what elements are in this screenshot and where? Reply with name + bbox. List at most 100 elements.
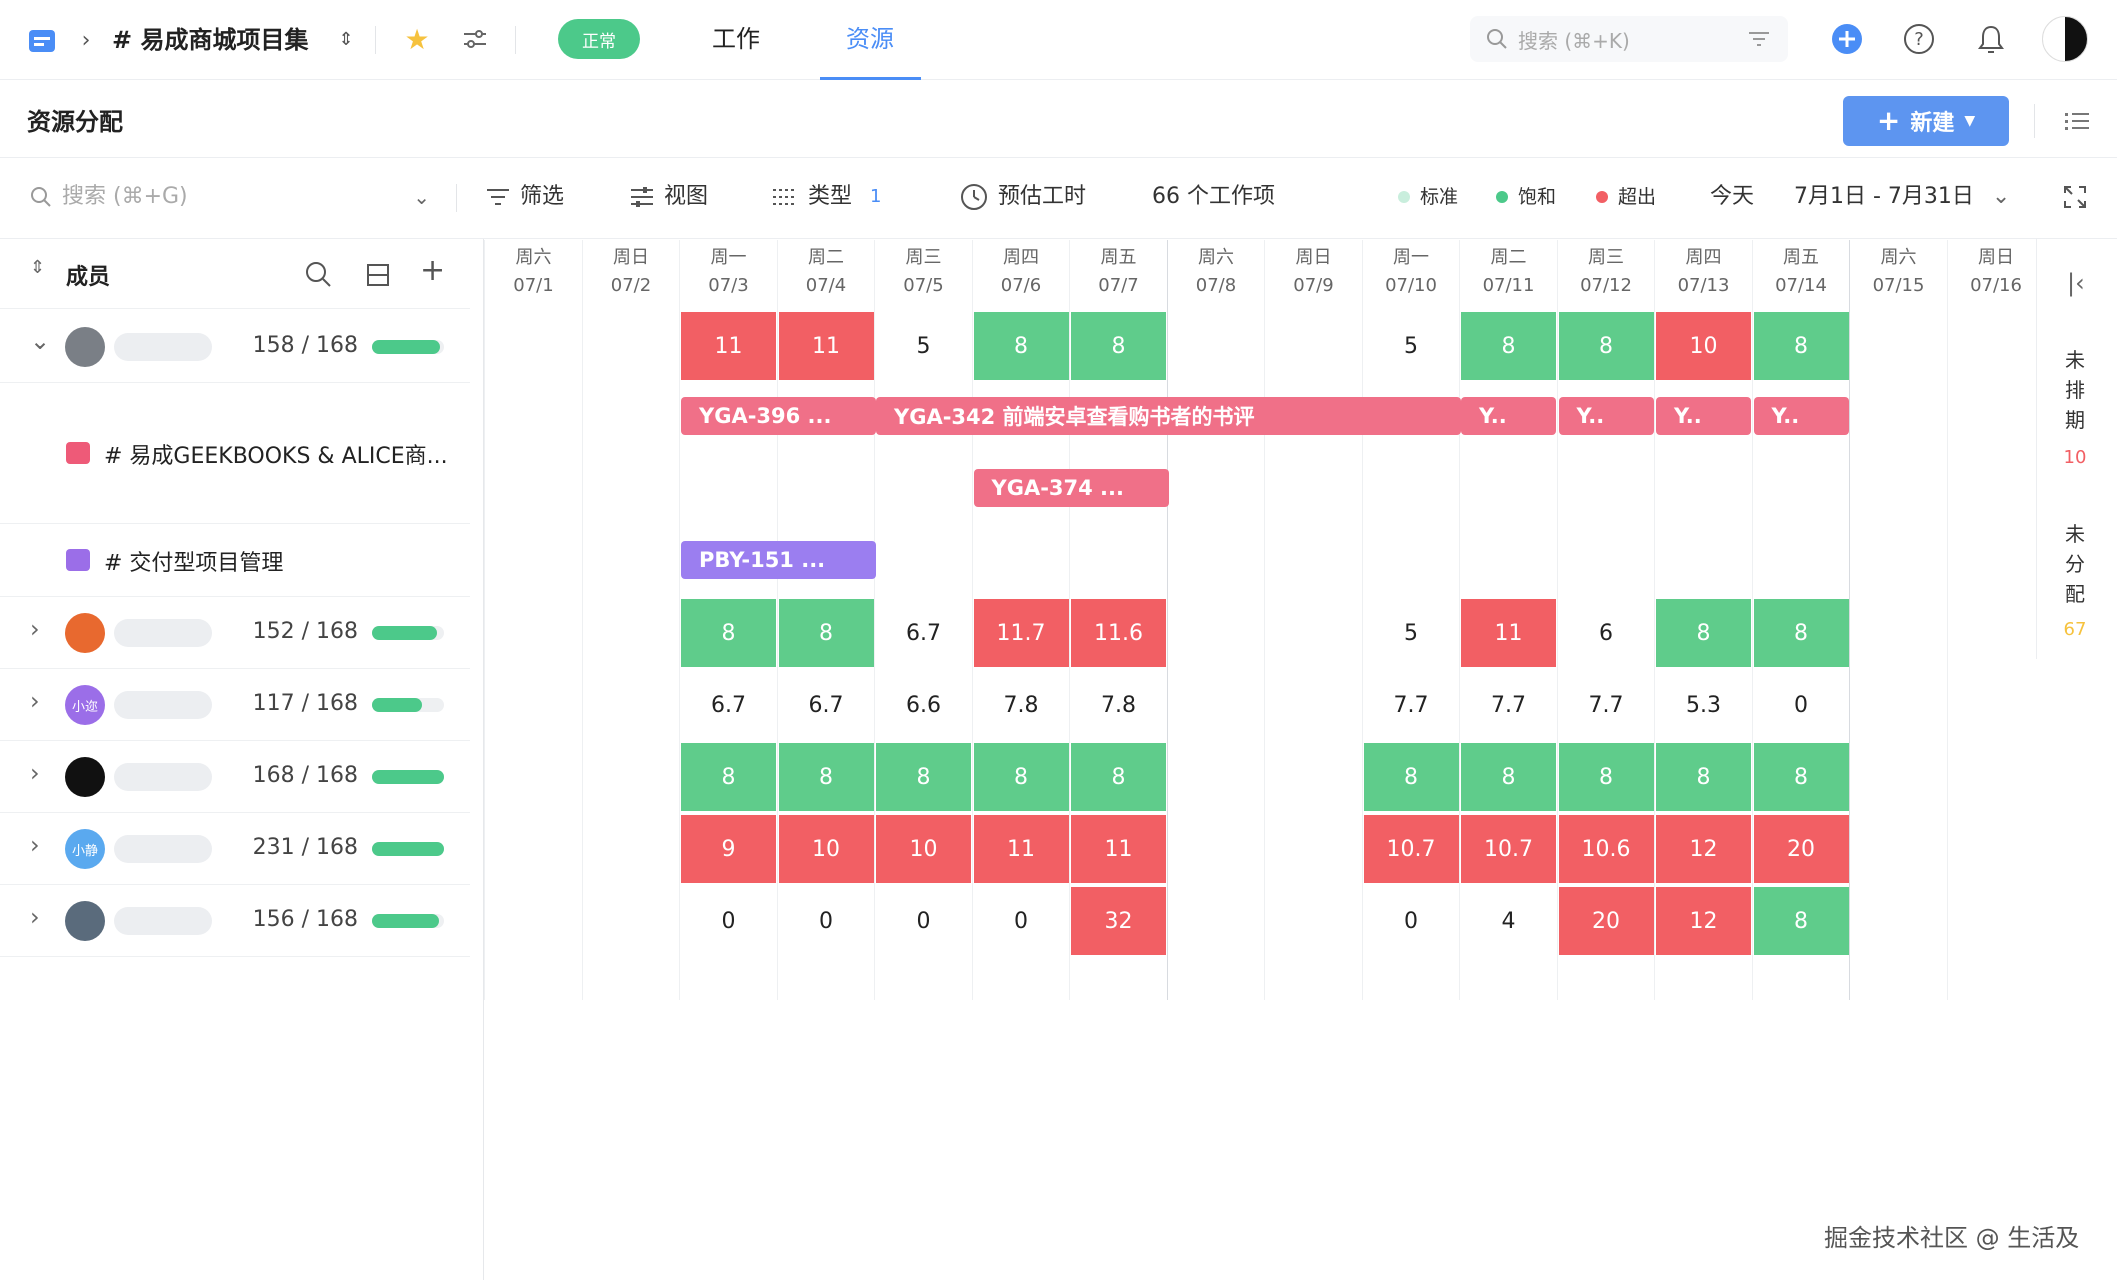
workload-cell[interactable]: 8 bbox=[1656, 599, 1751, 667]
workload-cell[interactable]: 8 bbox=[1753, 743, 1849, 811]
new-button[interactable]: + 新建 ▼ bbox=[1843, 96, 2009, 146]
workload-cell[interactable]: 5 bbox=[1404, 620, 1418, 646]
status-badge[interactable]: 正常 bbox=[558, 19, 640, 59]
workload-cell[interactable]: 7.7 bbox=[1491, 692, 1526, 718]
workload-cell[interactable]: 0 bbox=[916, 908, 931, 934]
filter-icon[interactable] bbox=[1748, 30, 1770, 48]
project-icon[interactable] bbox=[26, 24, 58, 56]
chevron-down-icon[interactable]: ⌄ bbox=[30, 327, 51, 355]
task-bar[interactable]: Y.. bbox=[1656, 397, 1751, 435]
project-row[interactable]: # 易成GEEKBOOKS & ALICE商... bbox=[0, 383, 470, 524]
task-bar[interactable]: Y.. bbox=[1558, 397, 1654, 435]
workload-cell[interactable]: 8 bbox=[1071, 312, 1166, 380]
workload-cell[interactable]: 8 bbox=[1558, 312, 1654, 380]
workload-cell[interactable]: 8 bbox=[681, 599, 776, 667]
workload-cell[interactable]: 9 bbox=[681, 815, 776, 883]
workload-cell[interactable]: 8 bbox=[1363, 743, 1459, 811]
workload-cell[interactable]: 10 bbox=[1656, 312, 1751, 380]
estimate-button[interactable]: 预估工时 bbox=[960, 180, 1086, 214]
list-view-icon[interactable] bbox=[2060, 104, 2094, 138]
collapse-panel-icon[interactable]: |‹ bbox=[2067, 269, 2085, 297]
task-bar[interactable]: Y.. bbox=[1753, 397, 1849, 435]
chevron-right-icon[interactable]: › bbox=[30, 615, 40, 643]
workload-cell[interactable]: 10.7 bbox=[1461, 815, 1556, 883]
sort-icon[interactable]: ⇕ bbox=[30, 257, 46, 278]
member-row[interactable]: › 156 / 168 bbox=[0, 885, 470, 957]
workload-cell[interactable]: 8 bbox=[973, 743, 1069, 811]
workload-cell[interactable]: 10 bbox=[778, 815, 874, 883]
workload-cell[interactable]: 8 bbox=[1461, 312, 1556, 380]
workload-cell[interactable]: 7.8 bbox=[1003, 692, 1039, 718]
chevron-right-icon[interactable]: › bbox=[30, 759, 40, 787]
workload-cell[interactable]: 0 bbox=[1404, 908, 1418, 934]
workload-cell[interactable]: 7.7 bbox=[1588, 692, 1624, 718]
settings-icon[interactable] bbox=[458, 22, 492, 56]
workload-cell[interactable]: 0 bbox=[819, 908, 833, 934]
project-row[interactable]: # 交付型项目管理 bbox=[0, 524, 470, 597]
workload-cell[interactable]: 8 bbox=[876, 743, 971, 811]
workload-cell[interactable]: 11 bbox=[1461, 599, 1556, 667]
type-button[interactable]: 类型 1 bbox=[772, 180, 881, 214]
workload-cell[interactable]: 8 bbox=[1753, 312, 1849, 380]
help-icon[interactable]: ? bbox=[1902, 22, 1936, 56]
workload-cell[interactable]: 20 bbox=[1753, 815, 1849, 883]
today-button[interactable]: 今天 bbox=[1710, 184, 1755, 209]
workload-cell[interactable]: 10 bbox=[876, 815, 971, 883]
unscheduled-label[interactable]: 未排期 bbox=[2065, 348, 2085, 432]
tab-work[interactable]: 工作 bbox=[712, 25, 760, 53]
fullscreen-icon[interactable] bbox=[2060, 182, 2090, 212]
workload-cell[interactable]: 6 bbox=[1599, 620, 1613, 646]
workload-cell[interactable]: 20 bbox=[1558, 887, 1654, 955]
filter-button[interactable]: 筛选 bbox=[486, 180, 564, 214]
workload-cell[interactable]: 8 bbox=[973, 312, 1069, 380]
member-row[interactable]: › 152 / 168 bbox=[0, 597, 470, 669]
workload-cell[interactable]: 8 bbox=[1558, 743, 1654, 811]
workload-cell[interactable]: 7.8 bbox=[1101, 692, 1136, 718]
member-row[interactable]: › 小静 231 / 168 bbox=[0, 813, 470, 885]
workload-cell[interactable]: 6.7 bbox=[906, 620, 941, 646]
workload-cell[interactable]: 8 bbox=[1753, 599, 1849, 667]
workload-cell[interactable]: 0 bbox=[1794, 692, 1808, 718]
chevron-right-icon[interactable]: › bbox=[30, 831, 40, 859]
workload-cell[interactable]: 11.6 bbox=[1071, 599, 1166, 667]
workload-cell[interactable]: 8 bbox=[778, 599, 874, 667]
task-bar[interactable]: Y.. bbox=[1461, 397, 1556, 435]
unassigned-label[interactable]: 未分配 bbox=[2065, 522, 2085, 606]
workload-cell[interactable]: 7.7 bbox=[1393, 692, 1429, 718]
star-icon[interactable]: ★ bbox=[404, 22, 430, 56]
workload-cell[interactable]: 4 bbox=[1501, 908, 1516, 934]
task-bar[interactable]: YGA-396 ... bbox=[681, 397, 876, 435]
search-icon[interactable] bbox=[305, 261, 331, 287]
workload-cell[interactable]: 10.6 bbox=[1558, 815, 1654, 883]
workload-cell[interactable]: 0 bbox=[1014, 908, 1028, 934]
workload-cell[interactable]: 10.7 bbox=[1363, 815, 1459, 883]
member-row[interactable]: › 小迩 117 / 168 bbox=[0, 669, 470, 741]
workload-cell[interactable]: 8 bbox=[1461, 743, 1556, 811]
project-title[interactable]: # 易成商城项目集 bbox=[112, 26, 309, 54]
workload-cell[interactable]: 11 bbox=[778, 312, 874, 380]
switch-icon[interactable]: ⇕ bbox=[338, 28, 354, 50]
user-avatar[interactable] bbox=[2042, 16, 2088, 62]
workload-cell[interactable]: 5 bbox=[1404, 333, 1418, 359]
workload-cell[interactable]: 6.6 bbox=[906, 692, 941, 718]
task-bar[interactable]: PBY-151 ... bbox=[681, 541, 876, 579]
workload-cell[interactable]: 5.3 bbox=[1686, 692, 1721, 718]
member-search-input[interactable]: 搜索 (⌘+G) ⌄ bbox=[30, 180, 430, 214]
bell-icon[interactable] bbox=[1974, 22, 2008, 56]
view-button[interactable]: 视图 bbox=[630, 180, 708, 214]
chevron-right-icon[interactable]: › bbox=[30, 903, 40, 931]
chevron-down-icon[interactable]: ⌄ bbox=[413, 185, 430, 209]
workload-cell[interactable]: 5 bbox=[916, 333, 931, 359]
collapse-icon[interactable] bbox=[366, 263, 390, 287]
tab-resources[interactable]: 资源 bbox=[846, 25, 894, 53]
workload-cell[interactable]: 11 bbox=[681, 312, 776, 380]
workload-cell[interactable]: 6.7 bbox=[711, 692, 746, 718]
date-range-picker[interactable]: 7月1日 - 7月31日 ⌄ bbox=[1794, 180, 2010, 214]
workload-cell[interactable]: 11 bbox=[1071, 815, 1166, 883]
workload-cell[interactable]: 8 bbox=[778, 743, 874, 811]
workload-cell[interactable]: 11.7 bbox=[973, 599, 1069, 667]
workload-cell[interactable]: 12 bbox=[1656, 887, 1751, 955]
task-bar[interactable]: YGA-374 ... bbox=[973, 469, 1169, 507]
workload-cell[interactable]: 8 bbox=[1753, 887, 1849, 955]
workload-cell[interactable]: 0 bbox=[721, 908, 736, 934]
